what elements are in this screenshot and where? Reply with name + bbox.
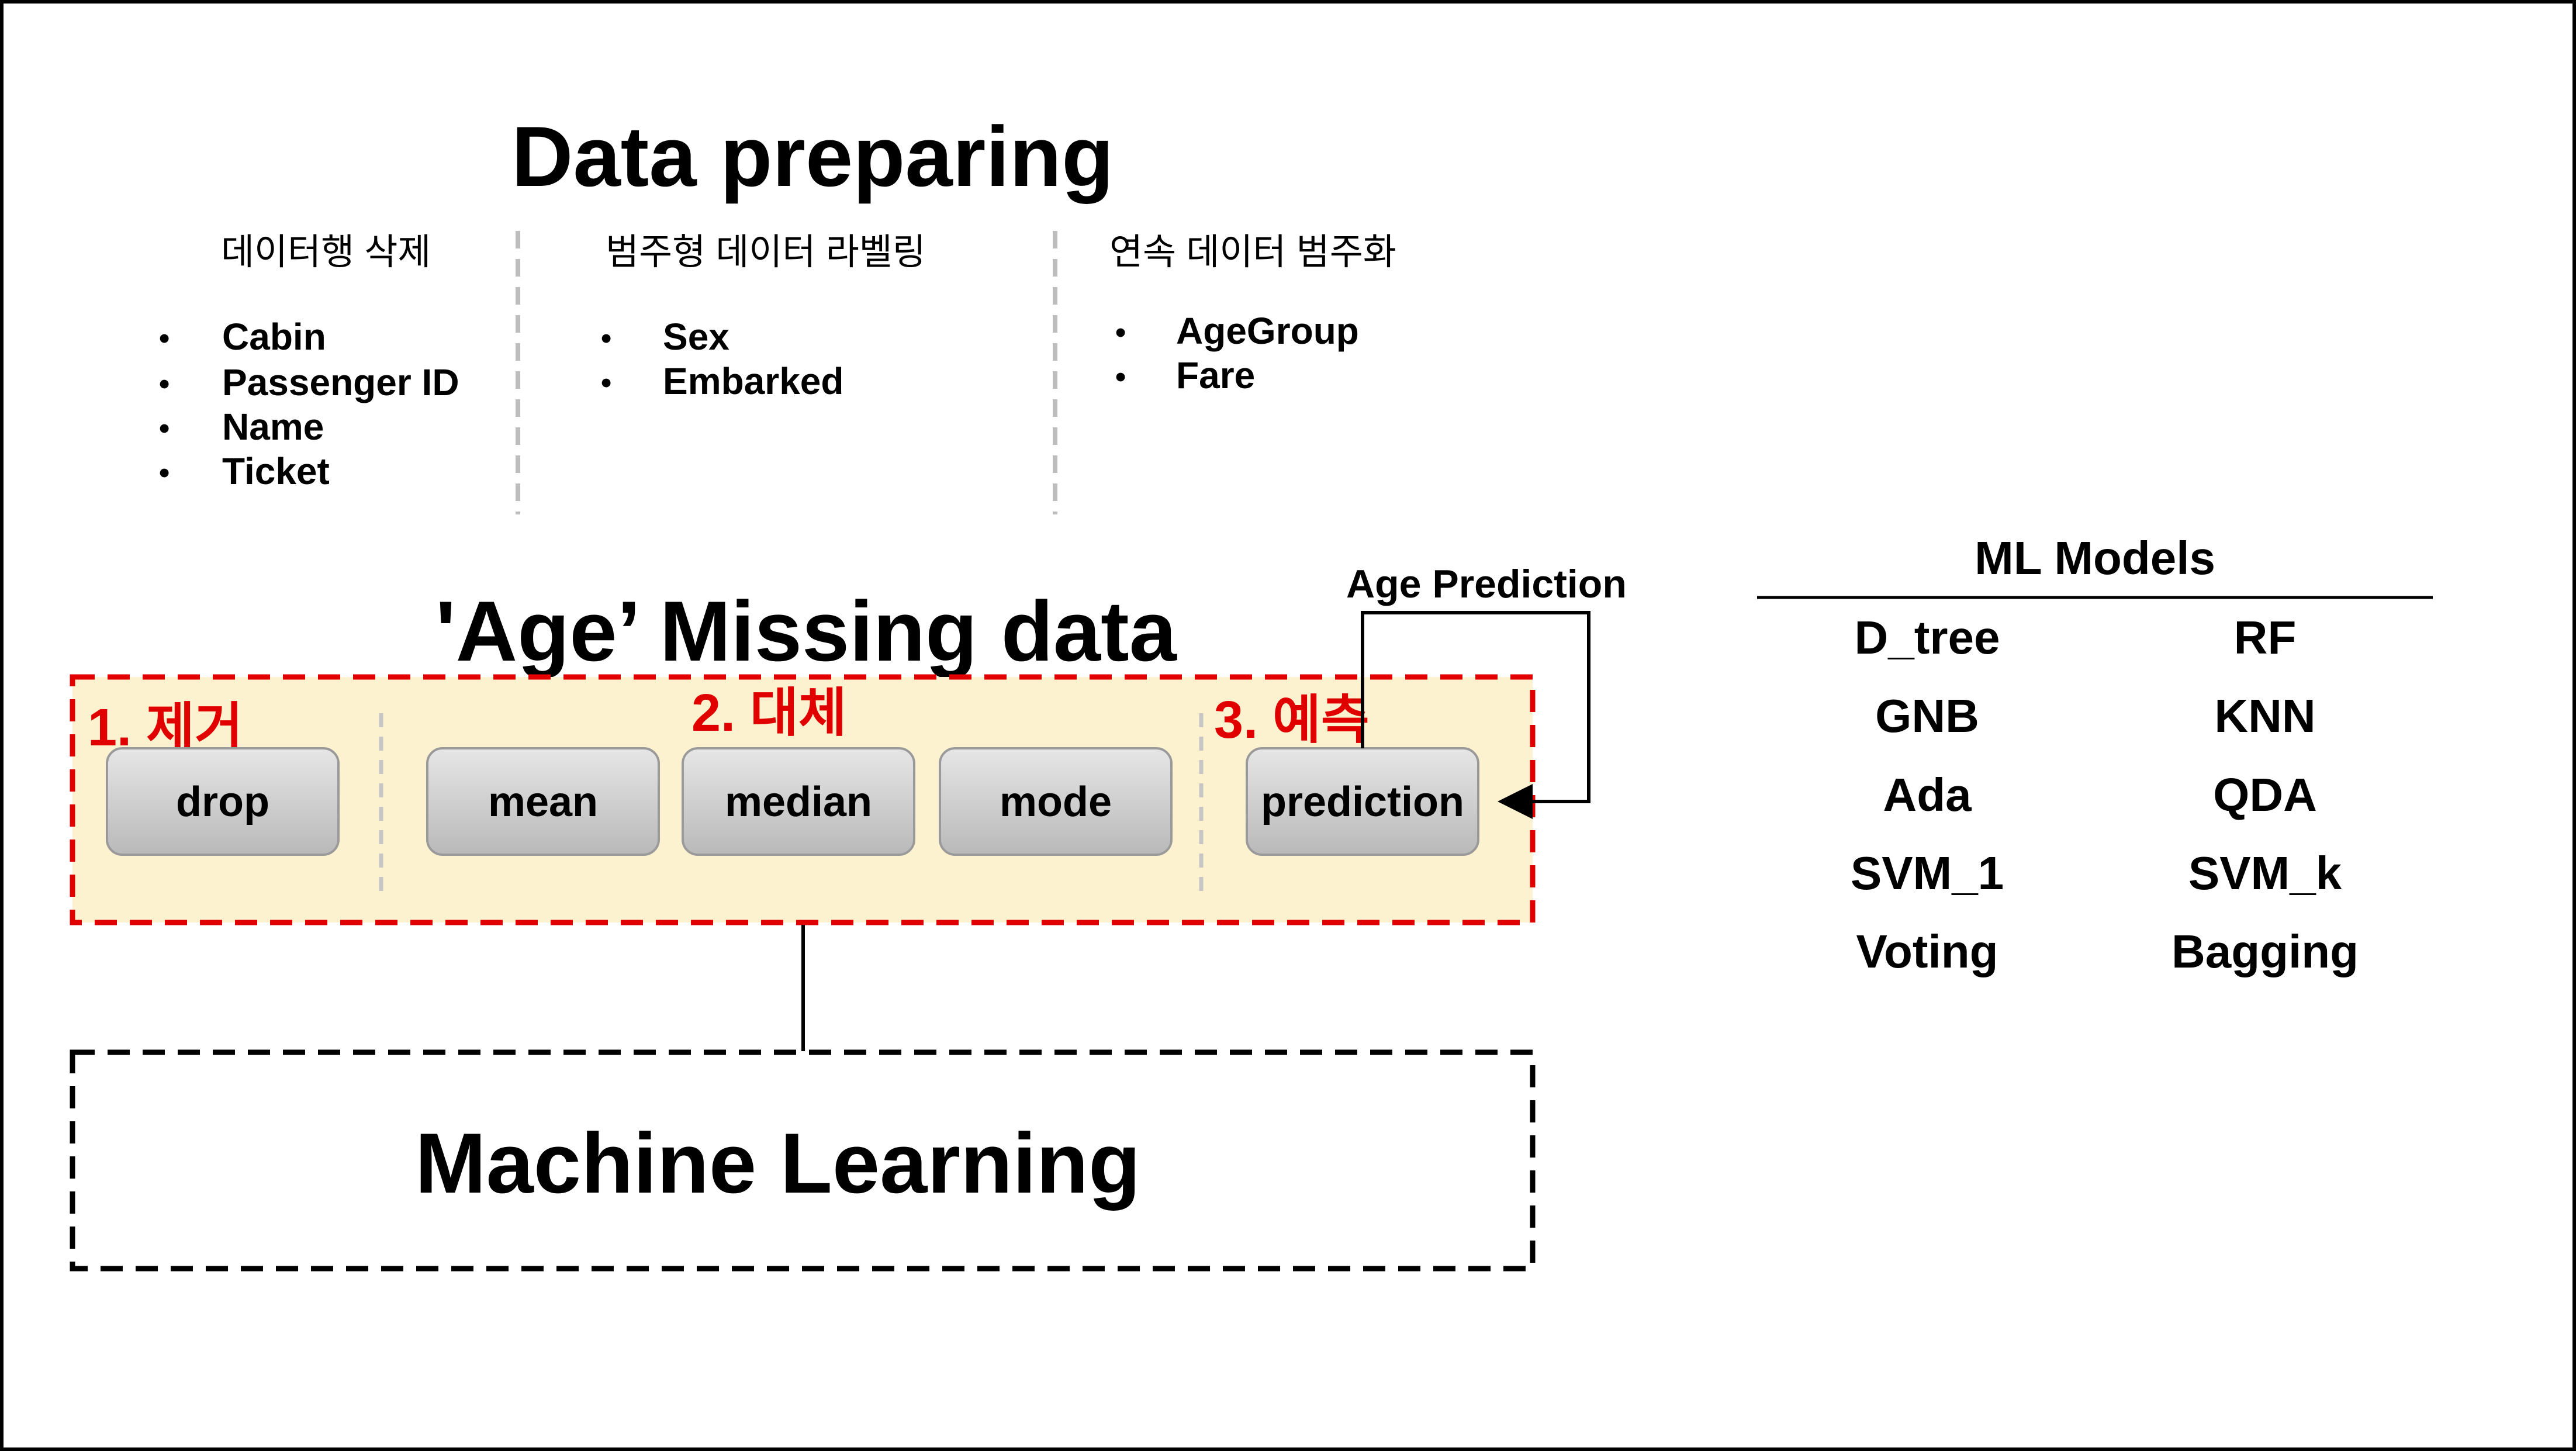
bullet-icon: • [159,367,170,401]
model-item: GNB [1875,690,1979,742]
model-item: KNN [2214,690,2315,742]
model-item: SVM_1 [1851,847,2004,899]
models-title: ML Models [1975,532,2215,584]
list-delete-rows: • Cabin • Passenger ID • Name • Ticket [159,316,459,492]
page-title: Data preparing [511,109,1114,204]
model-item: SVM_k [2188,847,2342,899]
bullet-icon: • [601,366,611,400]
model-item: D_tree [1854,612,2000,664]
drop-button-label: drop [176,779,269,825]
machine-learning-box [70,1049,1536,1272]
column-heading-delete-rows: 데이터행 삭제 [221,232,431,272]
model-item: QDA [2213,769,2317,821]
list-item: Cabin [222,316,326,358]
model-item: Voting [1856,925,1998,977]
mean-button-label: mean [488,779,598,825]
median-button-label: median [725,779,872,825]
missing-data-title: 'Age’ Missing data [435,583,1178,679]
model-item: RF [2234,612,2297,664]
bullet-icon: • [159,412,170,445]
mean-button[interactable]: mean [426,747,660,856]
prediction-button-label: prediction [1261,779,1464,825]
list-item: Fare [1176,354,1255,396]
drop-button[interactable]: drop [106,747,340,856]
list-item: Name [222,406,324,448]
list-item: Embarked [663,360,843,402]
list-label-encoding: • Sex • Embarked [601,316,843,402]
bullet-icon: • [1115,360,1126,394]
feedback-arrow [1361,611,1590,819]
prediction-button[interactable]: prediction [1246,747,1479,856]
group-label-replace: 2. 대체 [691,684,847,742]
model-item: Bagging [2172,925,2359,977]
column-heading-binning: 연속 데이터 범주화 [1109,232,1396,272]
list-item: Passenger ID [222,361,459,403]
list-item: AgeGroup [1176,310,1359,352]
bullet-icon: • [159,456,170,490]
feedback-label: Age Prediction [1346,562,1627,606]
list-item: Sex [663,316,729,358]
mode-button-label: mode [1000,779,1112,825]
list-binning: • AgeGroup • Fare [1115,310,1359,396]
bullet-icon: • [1115,316,1126,350]
column-heading-label-encoding: 범주형 데이터 라벨링 [606,232,926,272]
mode-button[interactable]: mode [939,747,1173,856]
model-item: Ada [1883,769,1972,821]
bullet-icon: • [159,322,170,355]
list-item: Ticket [222,450,330,492]
machine-learning-label: Machine Learning [415,1115,1140,1211]
group-label-predict: 3. 예측 [1214,691,1370,749]
median-button[interactable]: median [682,747,915,856]
bullet-icon: • [601,322,611,355]
